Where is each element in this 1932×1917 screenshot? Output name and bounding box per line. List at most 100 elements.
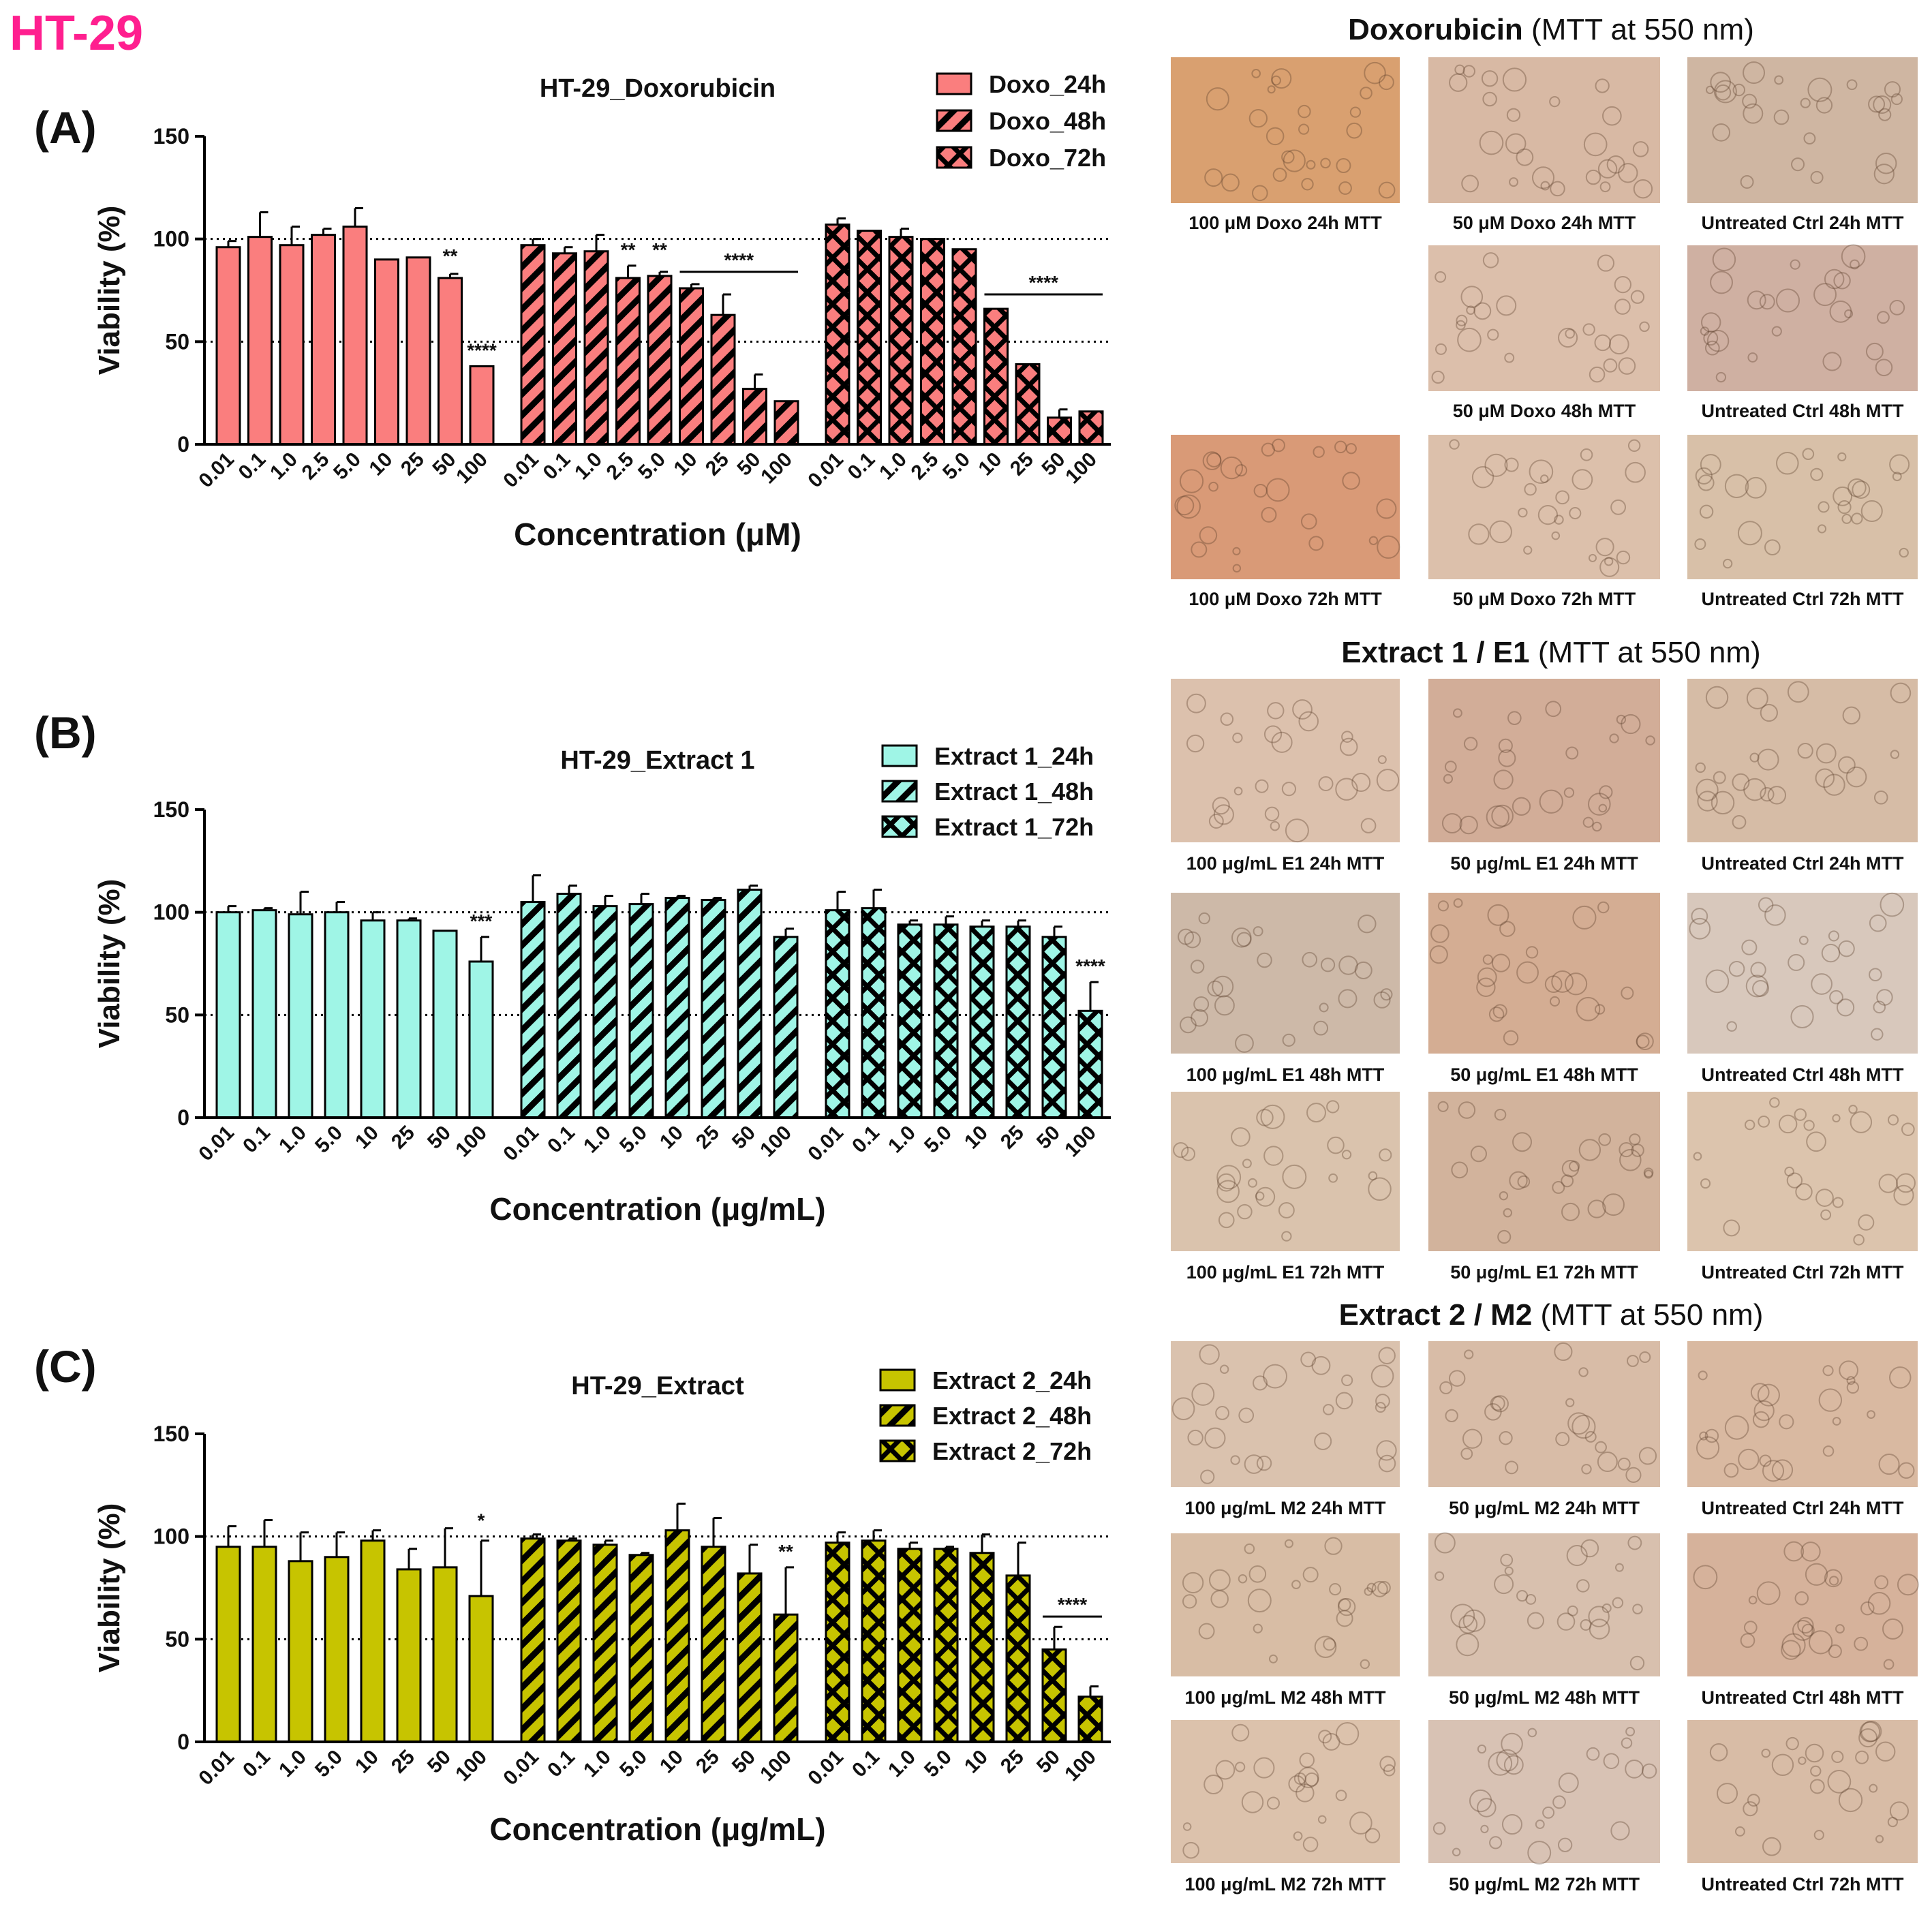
micrograph-image bbox=[1171, 679, 1400, 842]
cell-blob bbox=[1626, 1355, 1639, 1367]
cell-blob bbox=[1443, 773, 1454, 784]
x-tick-label: 5.0 bbox=[615, 1122, 651, 1158]
cell-blob bbox=[1698, 474, 1715, 491]
cell-blob bbox=[1715, 371, 1727, 383]
cell-blob bbox=[1435, 343, 1447, 355]
cell-blob bbox=[1435, 271, 1447, 283]
cell-blob bbox=[1267, 702, 1285, 720]
cell-blob bbox=[1612, 1597, 1624, 1609]
cell-blob bbox=[1795, 1183, 1813, 1201]
cell-blob bbox=[1306, 159, 1316, 170]
cell-blob bbox=[1595, 538, 1614, 557]
cell-blob bbox=[1632, 141, 1649, 157]
cell-blob bbox=[1199, 526, 1218, 545]
cell-blob bbox=[1820, 1209, 1832, 1221]
x-tick-label: 0.01 bbox=[803, 448, 848, 493]
cell-blob bbox=[1293, 1831, 1303, 1841]
y-tick-label: 100 bbox=[153, 1524, 189, 1549]
cell-blob bbox=[1614, 1563, 1624, 1572]
cell-blob bbox=[1191, 1009, 1208, 1027]
cell-blob bbox=[1267, 85, 1276, 94]
legend-swatch bbox=[936, 72, 972, 95]
cell-blob bbox=[1549, 996, 1561, 1007]
cell-blob bbox=[1818, 501, 1830, 513]
micrograph-title-bold: Extract 2 / M2 bbox=[1339, 1298, 1533, 1332]
cell-blob bbox=[1336, 158, 1351, 174]
cell-blob bbox=[1491, 953, 1511, 972]
x-tick-label: 5.0 bbox=[615, 1746, 651, 1782]
cell-blob bbox=[1282, 1164, 1307, 1189]
cell-blob bbox=[1588, 793, 1611, 816]
cell-blob bbox=[1376, 498, 1397, 519]
cell-blob bbox=[1853, 1234, 1865, 1246]
micrograph-caption: Untreated Ctrl 72h MTT bbox=[1701, 1874, 1904, 1895]
cell-blob bbox=[1757, 1383, 1780, 1407]
significance-mark: **** bbox=[1075, 955, 1105, 977]
cell-blob bbox=[1525, 1594, 1537, 1605]
cell-blob bbox=[1368, 536, 1379, 546]
cell-blob bbox=[1630, 290, 1645, 304]
cell-blob bbox=[1745, 975, 1768, 998]
cell-blob bbox=[1890, 682, 1912, 704]
cell-blob bbox=[1176, 494, 1201, 519]
cell-blob bbox=[1750, 1383, 1770, 1402]
cell-blob bbox=[1248, 1565, 1267, 1583]
cell-blob bbox=[1632, 1604, 1643, 1614]
cell-blob bbox=[1539, 474, 1549, 483]
cell-blob bbox=[1581, 1464, 1592, 1475]
cell-blob bbox=[1462, 65, 1475, 78]
cell-blob bbox=[1815, 743, 1837, 764]
cell-blob bbox=[1846, 1381, 1860, 1394]
cell-blob bbox=[1542, 1806, 1555, 1819]
cell-blob bbox=[1470, 1146, 1487, 1163]
cell-blob bbox=[1750, 962, 1766, 978]
bar bbox=[951, 248, 977, 446]
legend-swatch bbox=[881, 744, 918, 767]
x-tick-label: 0.01 bbox=[499, 1746, 543, 1790]
cell-blob bbox=[1497, 1229, 1512, 1244]
cell-blob bbox=[1743, 1801, 1758, 1817]
significance-mark: **** bbox=[467, 339, 497, 361]
cell-blob bbox=[1899, 547, 1909, 558]
cell-blob bbox=[1587, 1199, 1606, 1218]
cell-blob bbox=[1691, 908, 1708, 925]
cell-blob bbox=[1761, 1748, 1770, 1758]
cell-blob bbox=[1486, 805, 1509, 829]
cell-blob bbox=[1298, 711, 1319, 732]
chart-title: HT-29_Doxorubicin bbox=[540, 74, 776, 103]
cell-blob bbox=[1323, 1404, 1334, 1415]
cell-blob bbox=[1583, 132, 1608, 157]
cell-blob bbox=[1592, 821, 1602, 832]
cell-blob bbox=[1493, 769, 1514, 790]
cell-blob bbox=[1619, 1141, 1634, 1158]
cell-blob bbox=[1241, 1791, 1264, 1813]
cell-blob bbox=[1439, 1381, 1453, 1394]
cell-blob bbox=[1712, 123, 1731, 142]
cell-blob bbox=[1545, 701, 1562, 718]
cell-blob bbox=[1748, 1595, 1758, 1605]
cell-blob bbox=[1263, 1364, 1288, 1389]
bar bbox=[432, 1566, 458, 1743]
x-tick-label: 2.5 bbox=[907, 448, 943, 485]
x-tick-label: 10 bbox=[975, 448, 1007, 480]
cell-blob bbox=[1618, 163, 1638, 183]
cell-blob bbox=[1207, 980, 1224, 997]
chart-title: HT-29_Extract 1 bbox=[560, 746, 754, 775]
cell-blob bbox=[1203, 1774, 1224, 1795]
x-tick-label: 25 bbox=[701, 448, 733, 480]
x-tick-label: 10 bbox=[670, 448, 702, 480]
cell-blob bbox=[1292, 699, 1313, 720]
cell-blob bbox=[1571, 469, 1593, 491]
cell-blob bbox=[1771, 1459, 1794, 1481]
cell-blob bbox=[1837, 500, 1852, 515]
cell-blob bbox=[1706, 329, 1730, 352]
cell-blob bbox=[1335, 1392, 1353, 1410]
cell-blob bbox=[1597, 159, 1618, 179]
cell-blob bbox=[1366, 1582, 1377, 1593]
cell-blob bbox=[1832, 1417, 1841, 1426]
x-tick-label: 25 bbox=[397, 448, 429, 480]
cell-blob bbox=[1860, 500, 1883, 523]
cell-blob bbox=[1580, 1539, 1599, 1558]
cell-blob bbox=[1349, 1811, 1373, 1835]
cell-blob bbox=[1516, 1590, 1529, 1602]
